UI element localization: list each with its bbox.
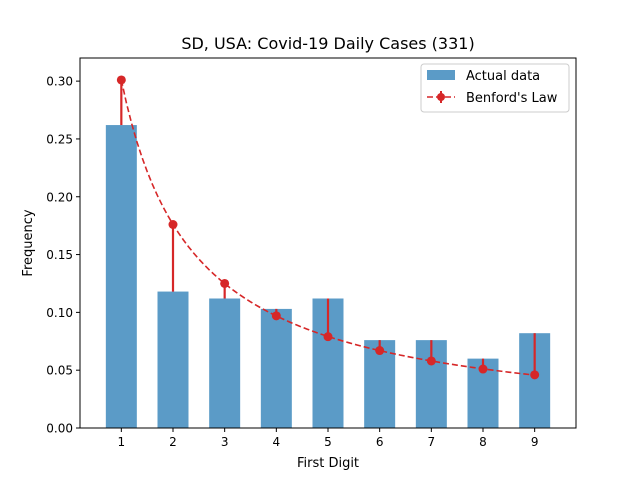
y-tick-label: 0.30 — [46, 75, 73, 89]
benford-marker-digit-7 — [426, 356, 436, 366]
legend-benford-marker — [437, 93, 445, 101]
benford-marker-digit-6 — [375, 346, 385, 356]
benford-marker-digit-3 — [220, 278, 230, 288]
legend: Actual data Benford's Law — [420, 63, 570, 113]
y-tick-label: 0.25 — [46, 132, 73, 146]
x-tick-label: 8 — [479, 435, 487, 449]
x-tick-label: 3 — [221, 435, 229, 449]
x-tick-label: 9 — [531, 435, 539, 449]
bars-layer — [105, 125, 551, 428]
x-tick-label: 1 — [118, 435, 126, 449]
y-axis-ticks: 0.00 0.05 0.10 0.15 0.20 0.25 0.30 — [46, 75, 80, 436]
benford-marker-digit-4 — [271, 311, 281, 321]
x-axis-ticks: 1 2 3 4 5 6 7 8 9 — [118, 428, 539, 449]
bar-digit-1 — [105, 125, 137, 428]
y-axis-label: Frequency — [21, 209, 36, 276]
bar-digit-4 — [260, 308, 292, 428]
bar-digit-2 — [157, 291, 189, 428]
benford-marker-digit-5 — [323, 332, 333, 342]
benford-marker-digit-9 — [530, 370, 540, 380]
bar-digit-3 — [209, 298, 241, 428]
chart-title: SD, USA: Covid-19 Daily Cases (331) — [181, 34, 474, 53]
benford-marker-digit-1 — [116, 75, 126, 85]
benford-marker-digit-2 — [168, 220, 178, 229]
y-tick-label: 0.05 — [46, 364, 73, 378]
y-tick-label: 0.10 — [46, 306, 73, 320]
benford-line — [120, 79, 535, 376]
x-tick-label: 2 — [169, 435, 177, 449]
y-tick-label: 0.15 — [46, 248, 73, 262]
x-tick-label: 6 — [376, 435, 384, 449]
legend-actual-swatch — [427, 70, 455, 80]
x-axis-label: First Digit — [297, 456, 359, 471]
legend-benford-label: Benford's Law — [466, 91, 558, 106]
benford-markers-layer — [116, 75, 540, 380]
legend-box — [420, 63, 570, 113]
y-tick-label: 0.20 — [46, 190, 73, 204]
x-tick-label: 7 — [428, 435, 436, 449]
x-tick-label: 4 — [273, 435, 281, 449]
legend-actual-label: Actual data — [466, 69, 540, 84]
y-tick-label: 0.00 — [46, 422, 73, 436]
x-tick-label: 5 — [324, 435, 332, 449]
benford-marker-digit-8 — [478, 364, 488, 374]
